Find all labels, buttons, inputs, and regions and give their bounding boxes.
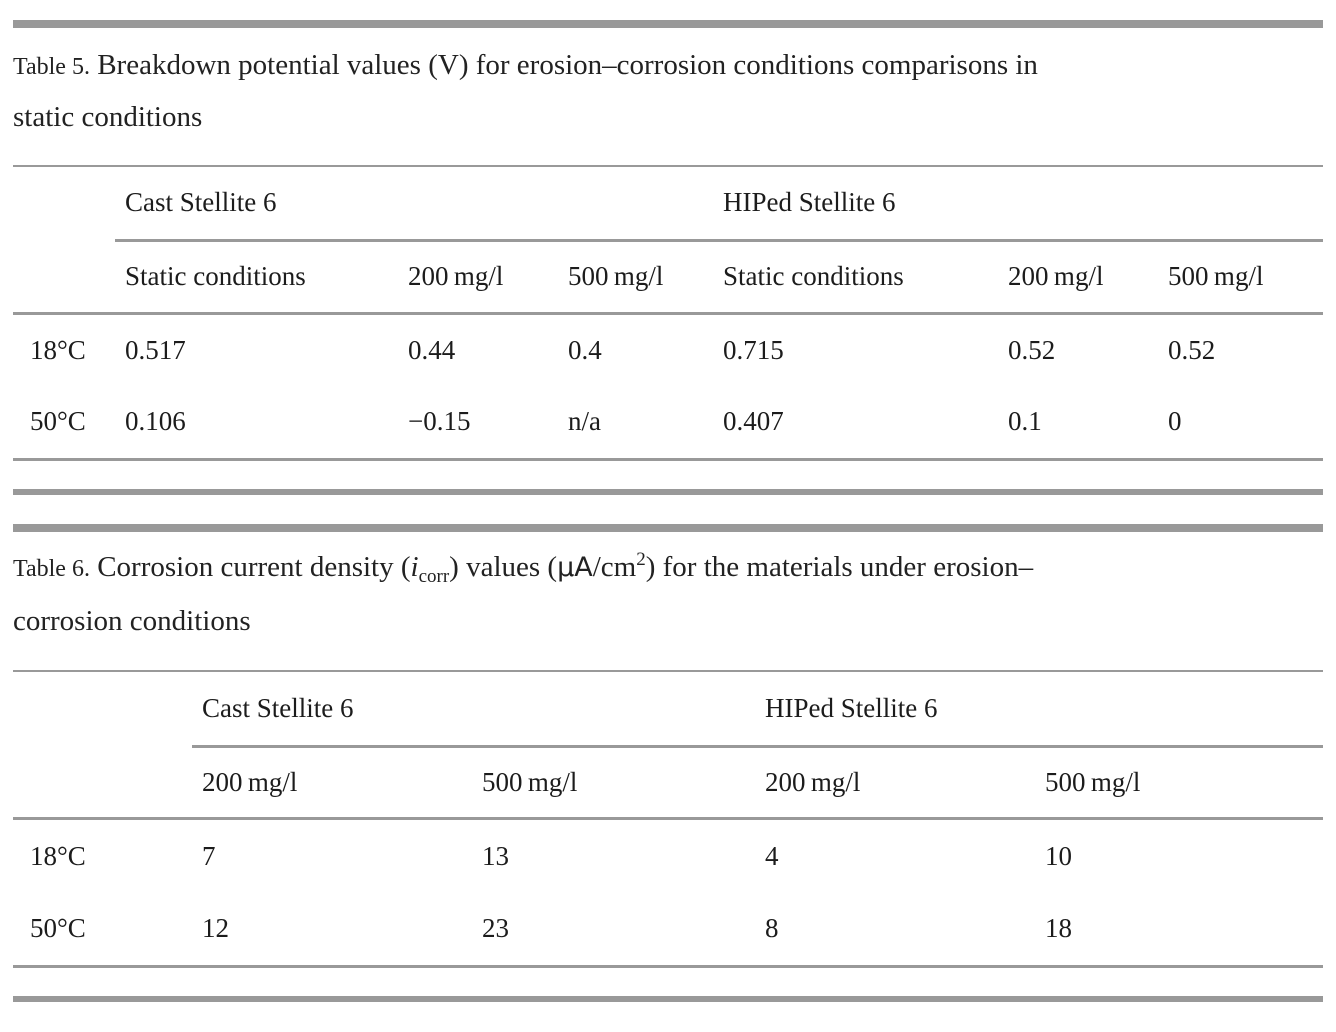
table6-cell: 18 bbox=[1035, 892, 1324, 968]
table5-column-header-row: Static conditions 200 mg/l 500 mg/l Stat… bbox=[13, 240, 1324, 315]
table5-caption: Table 5. Breakdown potential values (V) … bbox=[13, 40, 1323, 142]
table6-group-spacer bbox=[13, 671, 192, 747]
table6-cell: 13 bbox=[482, 840, 509, 871]
table6-group-cast: Cast Stellite 6 bbox=[192, 670, 755, 748]
table5-cell: 0.44 bbox=[408, 334, 456, 365]
table5-bottom-thick-rule bbox=[13, 488, 1323, 495]
table6-group-header-row: Cast Stellite 6 HIPed Stellite 6 bbox=[13, 670, 1324, 748]
table5-group-spacer bbox=[13, 166, 115, 240]
table6-cell: 8 bbox=[755, 892, 1035, 968]
table5-header-500-cast: 500 mg/l bbox=[558, 240, 714, 315]
table6-icorr-subscript: corr bbox=[418, 565, 450, 587]
table5-group-header-row: Cast Stellite 6 HIPed Stellite 6 bbox=[13, 166, 1324, 242]
table5-caption-text-line1: Breakdown potential values (V) for erosi… bbox=[97, 49, 1038, 81]
table6-caption-label: Table 6. bbox=[13, 555, 90, 582]
table5-row-18c: 18°C 0.517 0.44 0.4 0.715 0.52 0.52 bbox=[13, 313, 1323, 386]
table6-cell: 4 bbox=[765, 840, 779, 871]
table5-header-200-cast: 200 mg/l bbox=[398, 240, 558, 315]
table6-bottom-thick-rule bbox=[13, 996, 1323, 1002]
table5-header-spacer bbox=[13, 240, 115, 315]
content-column: Table 5. Breakdown potential values (V) … bbox=[13, 20, 1324, 1002]
table5-cell: 0.4 bbox=[568, 334, 602, 365]
table6-row-50c: 50°C 12 23 8 18 bbox=[13, 892, 1324, 968]
table6-caption: Table 6. Corrosion current density (icor… bbox=[13, 542, 1323, 646]
table6-header-spacer bbox=[13, 746, 192, 820]
table6-cell: 10 bbox=[1045, 840, 1072, 871]
table6-header-500-hiped: 500 mg/l bbox=[1035, 746, 1324, 820]
table6-header-500-cast: 500 mg/l bbox=[472, 746, 755, 820]
table6-unit-superscript: 2 bbox=[636, 548, 646, 570]
table6-cell: 12 bbox=[192, 892, 472, 968]
table5-caption-label: Table 5. bbox=[13, 54, 90, 80]
table5-group-hiped: HIPed Stellite 6 bbox=[713, 166, 1324, 242]
table5-header-200-hiped: 200 mg/l bbox=[998, 240, 1159, 315]
table5-top-thick-rule bbox=[13, 20, 1323, 28]
table5-cell: 0.106 bbox=[115, 386, 398, 461]
table5-rowlabel-50c: 50°C bbox=[13, 386, 115, 461]
table6-icorr-variable: i bbox=[410, 550, 419, 583]
table6-header-200-hiped: 200 mg/l bbox=[755, 746, 1035, 820]
table6-top-thick-rule bbox=[13, 523, 1323, 532]
table6-group-hiped: HIPed Stellite 6 bbox=[755, 670, 1324, 748]
table6-caption-seg2: ) values ( bbox=[449, 550, 558, 583]
table6-section: Table 6. Corrosion current density (icor… bbox=[13, 523, 1324, 1002]
table6: Cast Stellite 6 HIPed Stellite 6 200 mg/… bbox=[13, 669, 1324, 968]
table6-cell: 7 bbox=[202, 840, 216, 871]
table5-cell: 0.1 bbox=[998, 386, 1159, 461]
table6-caption-seg3: ) for the materials under erosion– bbox=[645, 550, 1034, 583]
table5-rowlabel-18c: 18°C bbox=[30, 334, 86, 365]
table5-cell: 0.715 bbox=[723, 334, 784, 365]
table6-cell: 23 bbox=[472, 892, 755, 968]
table5-header-static-hiped: Static conditions bbox=[713, 240, 999, 315]
table5-caption-text-line2: static conditions bbox=[13, 101, 203, 133]
table5-cell: 0.517 bbox=[125, 334, 186, 365]
table6-caption-text-line2: corrosion conditions bbox=[13, 604, 251, 637]
table5-cell: 0.52 bbox=[1008, 334, 1056, 365]
table5-cell: −0.15 bbox=[398, 386, 558, 461]
table6-caption-seg1: Corrosion current density ( bbox=[97, 550, 411, 583]
table5-header-static-cast: Static conditions bbox=[115, 240, 398, 315]
table5-cell: 0.407 bbox=[713, 386, 999, 461]
table5-cell: n/a bbox=[558, 386, 714, 461]
table6-unit-cm: /cm bbox=[592, 550, 637, 583]
table5-cell: 0.52 bbox=[1168, 334, 1216, 365]
table5-cell: 0 bbox=[1158, 386, 1324, 461]
table5-header-500-hiped: 500 mg/l bbox=[1158, 240, 1324, 315]
table6-row-18c: 18°C 7 13 4 10 bbox=[13, 819, 1323, 893]
table6-column-header-row: 200 mg/l 500 mg/l 200 mg/l 500 mg/l bbox=[13, 746, 1324, 820]
table5-group-cast: Cast Stellite 6 bbox=[115, 166, 714, 242]
table5: Cast Stellite 6 HIPed Stellite 6 Static … bbox=[13, 165, 1324, 461]
table6-unit-mua: μA bbox=[557, 551, 593, 583]
table6-rowlabel-18c: 18°C bbox=[30, 840, 86, 871]
table6-rowlabel-50c: 50°C bbox=[13, 892, 192, 968]
table6-header-200-cast: 200 mg/l bbox=[192, 746, 472, 820]
table5-section: Table 5. Breakdown potential values (V) … bbox=[13, 20, 1324, 495]
table5-row-50c: 50°C 0.106 −0.15 n/a 0.407 0.1 0 bbox=[13, 386, 1324, 461]
